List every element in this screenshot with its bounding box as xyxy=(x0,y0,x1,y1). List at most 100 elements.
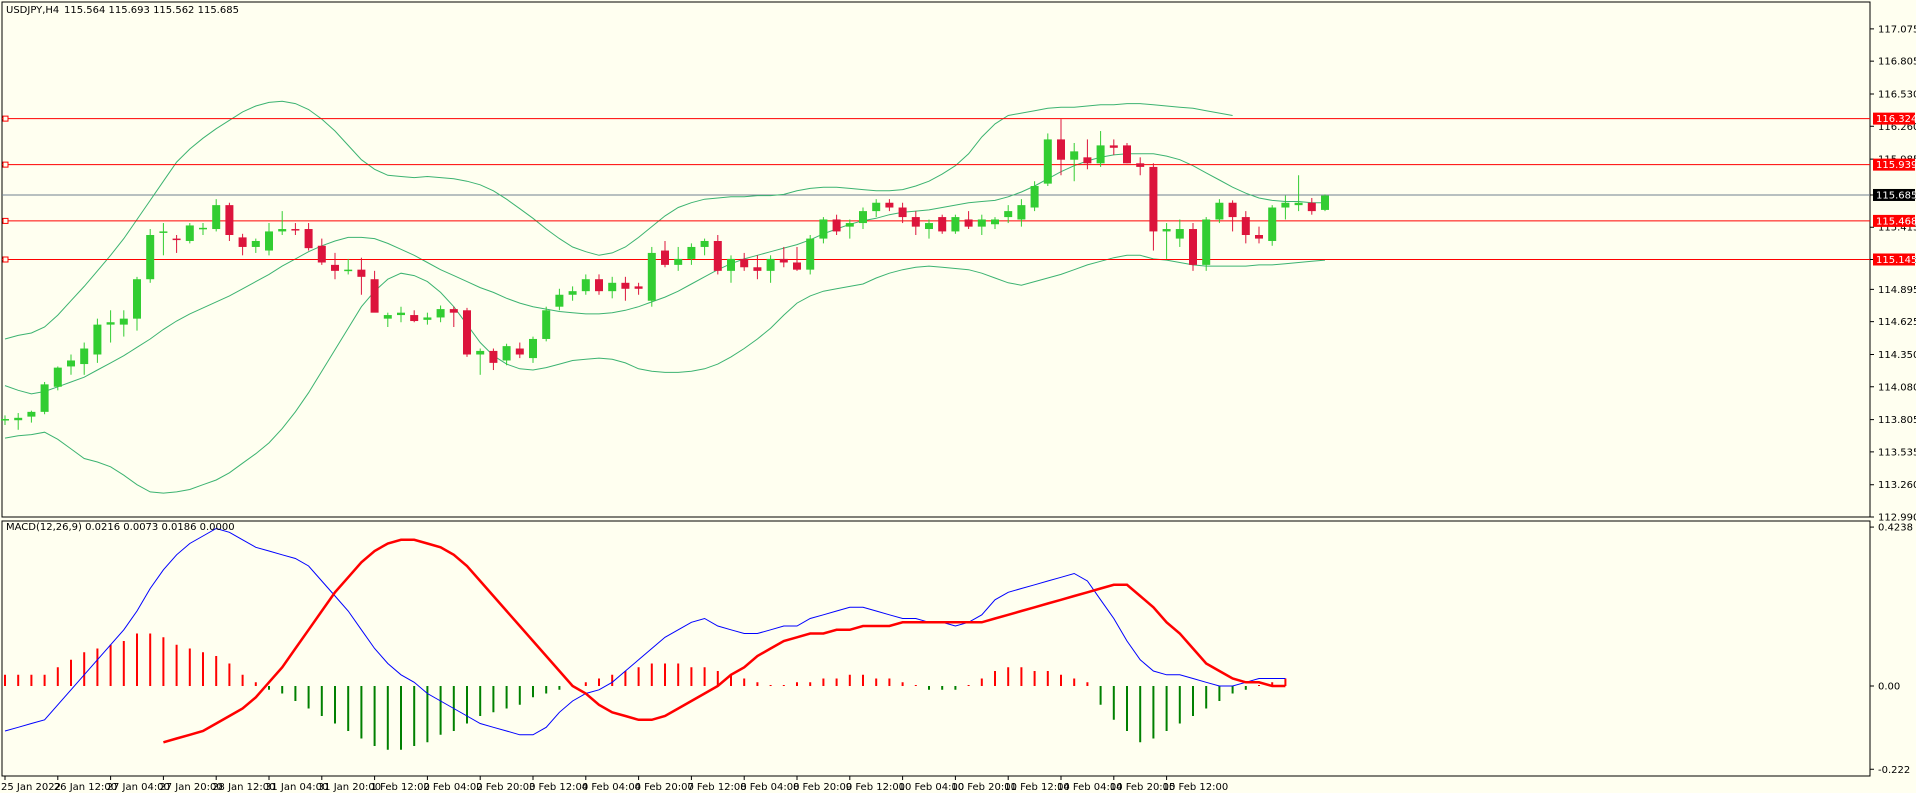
time-axis-label: 3 Feb 12:00 xyxy=(529,782,588,793)
price-axis-label: 115.415 xyxy=(1878,223,1916,234)
candle xyxy=(687,243,696,265)
candle xyxy=(1175,219,1184,247)
candle xyxy=(238,233,247,256)
candle-body xyxy=(647,252,656,301)
price-axis-label: 113.535 xyxy=(1878,447,1916,458)
candle-body xyxy=(40,384,49,412)
candle-body xyxy=(1057,139,1065,160)
level-anchor-handle xyxy=(2,161,9,168)
candle-body xyxy=(410,315,419,322)
candle xyxy=(53,366,62,391)
price-panel[interactable]: 117.075116.805116.530116.260115.985115.6… xyxy=(1,1,1916,524)
candle xyxy=(793,246,801,271)
candle xyxy=(529,336,537,363)
candle-body xyxy=(977,219,986,227)
candle xyxy=(1202,217,1211,271)
time-axis-label: 14 Feb 20:00 xyxy=(1110,782,1176,793)
time-axis-label: 4 Feb 04:00 xyxy=(582,782,641,793)
candle xyxy=(832,214,841,236)
candle-body xyxy=(793,262,801,270)
candle xyxy=(27,410,36,423)
candle-body xyxy=(1307,202,1316,212)
candle xyxy=(674,246,683,271)
candle-body xyxy=(925,223,933,230)
time-axis-label: 25 Jan 2022 xyxy=(1,782,61,793)
candle xyxy=(647,246,656,307)
macd-line xyxy=(4,527,1286,736)
time-axis-label: 27 Jan 20:00 xyxy=(159,782,222,793)
candle xyxy=(463,307,471,357)
candle xyxy=(1241,211,1250,244)
candle xyxy=(595,274,603,295)
candle xyxy=(1096,131,1105,167)
candle xyxy=(14,413,23,430)
candle-body xyxy=(106,322,115,325)
candle-body xyxy=(370,279,379,313)
level-anchor-handle xyxy=(2,256,9,263)
price-axis-label: 116.805 xyxy=(1878,57,1916,68)
candle-body xyxy=(304,229,313,249)
candle-body xyxy=(225,205,234,236)
level-price-tag xyxy=(1873,158,1915,171)
price-axis-label: 117.075 xyxy=(1878,24,1916,35)
time-axis-label: 4 Feb 20:00 xyxy=(635,782,694,793)
candle xyxy=(872,199,881,218)
bollinger-middle-band xyxy=(4,153,1325,395)
candle-body xyxy=(1268,207,1277,241)
candle-body xyxy=(265,231,273,251)
candle xyxy=(146,229,155,283)
candle xyxy=(1255,226,1263,244)
candle xyxy=(621,276,630,301)
candle-body xyxy=(476,350,485,355)
candle xyxy=(938,214,947,234)
candle-body xyxy=(1109,145,1118,148)
candle xyxy=(172,235,181,253)
candle xyxy=(383,312,392,328)
candle-body xyxy=(713,240,722,271)
candle-body xyxy=(1189,229,1197,265)
candle-body xyxy=(317,245,326,263)
candle-body xyxy=(819,219,828,239)
candle-body xyxy=(964,219,973,227)
macd-panel[interactable]: 0.4238 0.00 -0.222 xyxy=(1,520,1913,777)
candle xyxy=(436,305,445,323)
price-axis-label: 114.625 xyxy=(1878,317,1916,328)
symbol-label: USDJPY,H4 xyxy=(6,5,59,16)
macd-axis-label: 0.4238 xyxy=(1878,523,1913,534)
macd-axis-label: -0.222 xyxy=(1878,765,1910,776)
time-axis-label: 28 Jan 12:00 xyxy=(212,782,275,793)
candle-body xyxy=(199,227,207,230)
candle xyxy=(1043,133,1052,187)
candle xyxy=(819,217,828,244)
candle-body xyxy=(898,207,907,218)
candle-body xyxy=(766,258,775,271)
candle xyxy=(1,415,9,425)
level-price-tag-label: 115.939 xyxy=(1876,160,1916,171)
candle xyxy=(753,255,762,280)
candle-body xyxy=(568,291,577,295)
candle xyxy=(779,246,788,268)
time-axis-label: 9 Feb 12:00 xyxy=(846,782,905,793)
candle-body xyxy=(238,237,247,247)
candle-body xyxy=(119,318,128,325)
current-price-tag xyxy=(1873,188,1915,201)
candle-body xyxy=(885,202,894,208)
candle-body xyxy=(463,310,471,355)
bollinger-lower-band xyxy=(4,254,1326,494)
candle xyxy=(1268,205,1277,246)
candle xyxy=(304,223,313,251)
candle xyxy=(80,342,89,375)
candle-body xyxy=(1030,186,1039,208)
candle-body xyxy=(621,282,630,289)
candle xyxy=(370,270,379,313)
candle-body xyxy=(1175,229,1184,239)
candle xyxy=(581,274,590,295)
candle-body xyxy=(1083,157,1092,164)
candle xyxy=(885,199,894,212)
candle-body xyxy=(991,219,999,225)
candle xyxy=(766,255,775,283)
candle-body xyxy=(1294,202,1303,206)
candle xyxy=(951,214,960,234)
candle xyxy=(1057,119,1065,176)
